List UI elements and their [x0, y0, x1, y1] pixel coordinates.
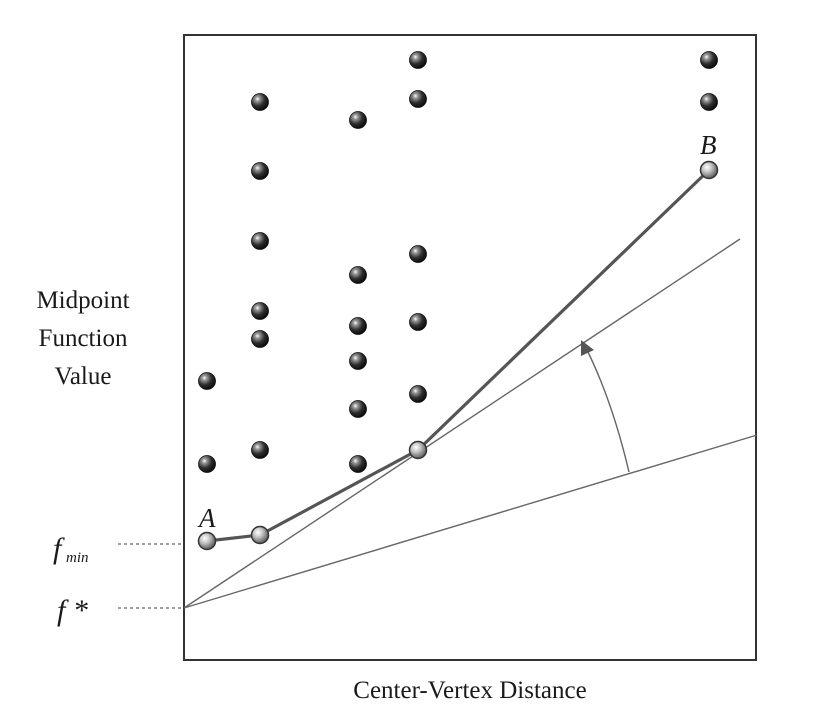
data-point: [409, 90, 427, 108]
data-point: [251, 162, 269, 180]
hull-points: [197, 160, 719, 551]
data-point: [251, 441, 269, 459]
rotation-arrow: [585, 347, 630, 473]
data-point: [251, 330, 269, 348]
data-point: [198, 455, 216, 473]
data-point: [409, 245, 427, 263]
ylabel-line-2: Function: [39, 325, 128, 352]
label-a: A: [197, 503, 216, 533]
rotation-arrowhead: [581, 340, 594, 356]
data-point: [349, 352, 367, 370]
fmin-label: f: [53, 532, 65, 565]
data-point: [409, 385, 427, 403]
lower-support-line: [183, 434, 758, 609]
data-point: [349, 111, 367, 129]
data-point: [198, 372, 216, 390]
data-point: [251, 302, 269, 320]
data-point: [700, 51, 718, 69]
upper-support-line: [183, 238, 741, 609]
ylabel-line-1: Midpoint: [36, 287, 129, 314]
fmin-subscript: min: [66, 550, 89, 566]
ylabel-line-3: Value: [55, 363, 112, 390]
data-point: [409, 51, 427, 69]
hull-point: [197, 531, 217, 551]
data-point: [349, 317, 367, 335]
data-point: [349, 455, 367, 473]
hull-point: [408, 440, 428, 460]
data-point: [349, 266, 367, 284]
lower-hull-path: [206, 168, 711, 543]
fstar-label: f *: [57, 594, 88, 627]
label-b: B: [700, 130, 717, 160]
data-point: [251, 93, 269, 111]
data-point: [251, 232, 269, 250]
data-point: [409, 313, 427, 331]
hull-point: [250, 525, 270, 545]
data-point: [700, 93, 718, 111]
hull-point: [699, 160, 719, 180]
data-point: [349, 400, 367, 418]
plot-frame: [183, 34, 757, 661]
xlabel: Center-Vertex Distance: [353, 677, 586, 704]
dark-points: [198, 51, 718, 473]
